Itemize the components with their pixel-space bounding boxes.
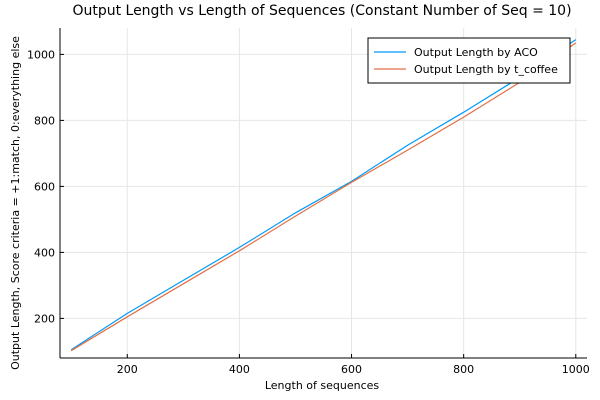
y-axis-label: Output Length, Score criteria = +1:match… — [9, 36, 22, 370]
y-tick-label: 400 — [34, 246, 55, 259]
chart-title: Output Length vs Length of Sequences (Co… — [72, 3, 571, 19]
x-tick-label: 400 — [229, 363, 250, 376]
series-line-1 — [70, 39, 577, 351]
y-tick-label: 1000 — [27, 48, 55, 61]
y-tick-label: 200 — [34, 312, 55, 325]
series-line-2 — [70, 42, 577, 352]
x-tick-label: 200 — [117, 363, 138, 376]
y-tick-label: 800 — [34, 114, 55, 127]
legend-label-1: Output Length by ACO — [414, 46, 538, 59]
series-group — [70, 39, 577, 352]
x-axis-label: Length of sequences — [265, 379, 380, 392]
x-tick-label: 600 — [341, 363, 362, 376]
legend: Output Length by ACO Output Length by t_c… — [367, 37, 571, 84]
ticks: 200 400 600 800 1000 200 400 600 800 1000 — [27, 48, 590, 376]
legend-box — [367, 37, 571, 84]
x-tick-label: 1000 — [562, 363, 590, 376]
legend-label-2: Output Length by t_coffee — [414, 63, 558, 76]
axes — [59, 28, 587, 359]
y-tick-label: 600 — [34, 180, 55, 193]
x-tick-label: 800 — [453, 363, 474, 376]
